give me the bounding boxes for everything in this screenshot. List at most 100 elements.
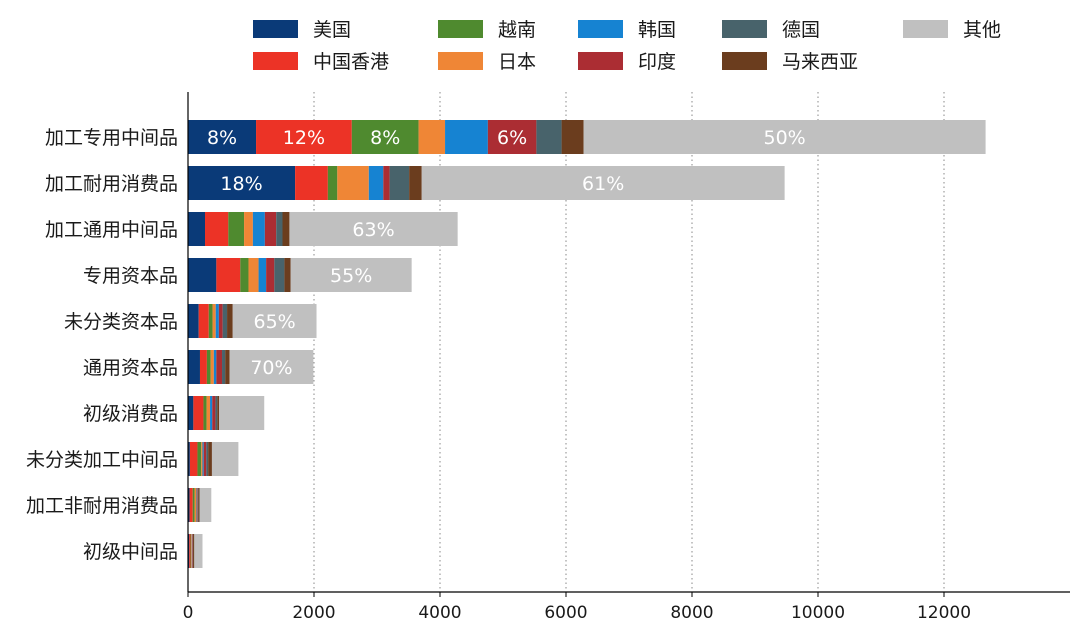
bar-segment <box>209 304 213 338</box>
bar-segment <box>192 534 193 568</box>
bar-segment <box>240 258 248 292</box>
bar-segment <box>188 350 200 384</box>
legend-swatch <box>903 20 948 38</box>
legend-swatch <box>722 52 767 70</box>
legend-swatch <box>438 52 483 70</box>
bar-segment <box>210 396 212 430</box>
bar-segment <box>222 350 225 384</box>
bar-segment <box>202 442 203 476</box>
x-tick-label: 0 <box>183 603 194 623</box>
bar-segment <box>195 488 197 522</box>
bar-segment <box>198 488 199 522</box>
legend-swatch <box>438 20 483 38</box>
data-label: 8% <box>207 127 237 149</box>
bar-segment <box>259 258 267 292</box>
bar-segment <box>219 396 264 430</box>
bar-segment <box>284 258 290 292</box>
bar-segment <box>216 304 219 338</box>
x-tick-label: 4000 <box>418 603 461 623</box>
bar-segment <box>276 212 282 246</box>
legend-label: 印度 <box>638 51 676 73</box>
x-tick-label: 6000 <box>544 603 587 623</box>
legend-label: 德国 <box>782 19 820 41</box>
legend-label: 马来西亚 <box>782 51 858 73</box>
bar-segment <box>204 442 207 476</box>
bar-segment <box>295 166 328 200</box>
bar-segment <box>212 442 238 476</box>
bar-segment <box>227 304 233 338</box>
bar-segment <box>390 166 410 200</box>
bar-segment <box>213 304 216 338</box>
category-label: 加工通用中间品 <box>45 219 178 241</box>
bar-segment <box>198 488 199 522</box>
legend-label: 韩国 <box>638 19 676 41</box>
legend-swatch <box>253 52 298 70</box>
data-label: 55% <box>330 265 372 287</box>
data-label: 12% <box>283 127 325 149</box>
bar-segment <box>193 396 203 430</box>
bar-segment <box>201 442 202 476</box>
data-label: 6% <box>497 127 527 149</box>
category-label: 未分类加工中间品 <box>26 449 178 471</box>
bar-segment <box>215 396 217 430</box>
bar-segment <box>244 212 253 246</box>
data-label: 8% <box>370 127 400 149</box>
bar-segment <box>212 396 215 430</box>
bar-segment <box>253 212 265 246</box>
bar-segment <box>223 304 227 338</box>
category-label: 加工非耐用消费品 <box>26 495 178 517</box>
legend-swatch <box>578 20 623 38</box>
category-label: 加工耐用消费品 <box>45 173 178 195</box>
bar-segment <box>228 212 244 246</box>
bar-segment <box>211 350 214 384</box>
data-label: 70% <box>250 357 292 379</box>
bar-segment <box>216 258 240 292</box>
data-label: 61% <box>582 173 624 195</box>
category-label: 专用资本品 <box>83 265 178 287</box>
category-label: 加工专用中间品 <box>45 127 178 149</box>
bar-segment <box>193 534 194 568</box>
bar-segment <box>199 304 209 338</box>
x-tick-label: 10000 <box>791 603 845 623</box>
bar-segment <box>200 488 212 522</box>
bar-segment <box>369 166 383 200</box>
bar-segment <box>248 258 258 292</box>
bar-segment <box>188 304 199 338</box>
bar-segment <box>266 258 274 292</box>
legend-label: 越南 <box>498 19 536 41</box>
bar-segment <box>197 488 198 522</box>
category-label: 初级中间品 <box>83 541 178 563</box>
bar-segment <box>189 534 190 568</box>
bar-segment <box>197 442 201 476</box>
bar-segment <box>214 350 217 384</box>
bar-segment <box>283 212 290 246</box>
bars: 8%12%8%6%50%加工专用中间品18%61%加工耐用消费品63%加工通用中… <box>26 120 986 568</box>
bar-segment <box>197 488 198 522</box>
legend-label: 日本 <box>498 51 536 73</box>
category-label: 未分类资本品 <box>64 311 178 333</box>
data-label: 63% <box>352 219 394 241</box>
bar-segment <box>190 488 193 522</box>
data-label: 50% <box>763 127 805 149</box>
data-label: 65% <box>254 311 296 333</box>
bar-segment <box>562 120 584 154</box>
legend-swatch <box>722 20 767 38</box>
bar-segment <box>225 350 229 384</box>
x-tick-label: 8000 <box>670 603 713 623</box>
bar-segment <box>206 442 208 476</box>
bar-segment <box>205 212 228 246</box>
legend-swatch <box>253 20 298 38</box>
x-tick-label: 12000 <box>917 603 971 623</box>
bar-segment <box>188 396 193 430</box>
bar-segment <box>265 212 276 246</box>
legend-label: 其他 <box>963 19 1001 41</box>
legend-label: 中国香港 <box>313 51 389 73</box>
bar-segment <box>200 350 207 384</box>
x-tick-label: 2000 <box>292 603 335 623</box>
bar-segment <box>328 166 337 200</box>
bar-segment <box>194 534 202 568</box>
bar-segment <box>207 350 211 384</box>
bar-segment <box>383 166 389 200</box>
